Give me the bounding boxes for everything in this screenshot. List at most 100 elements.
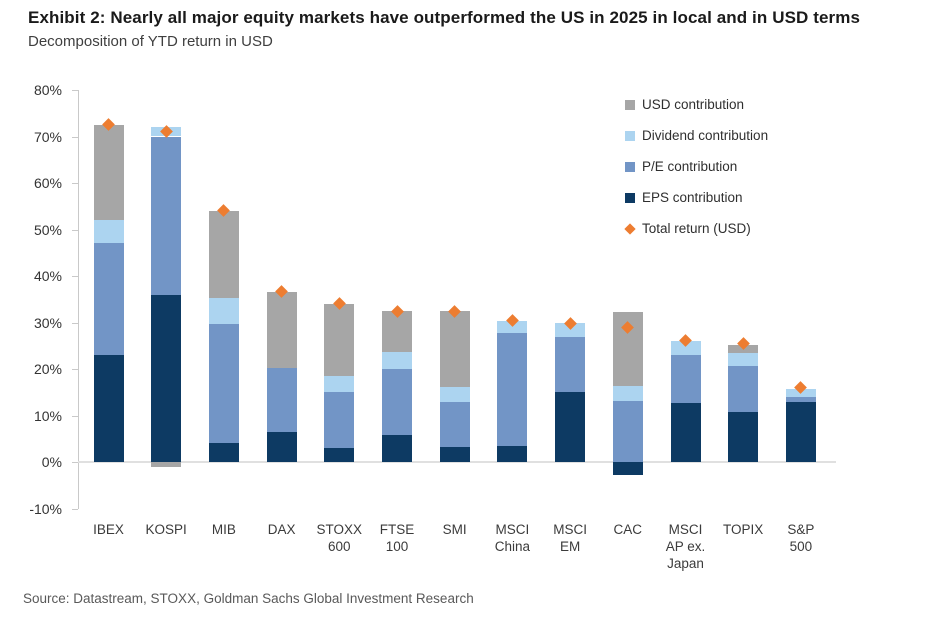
bar-segment-eps-cac	[612, 462, 643, 476]
chart-subtitle: Decomposition of YTD return in USD	[28, 33, 273, 50]
x-axis-label-line: 500	[789, 539, 813, 554]
bar-segment-pe-smi	[439, 402, 470, 447]
bar-segment-eps-kospi	[151, 294, 182, 462]
y-axis-tick-label: 10%	[33, 407, 62, 424]
x-axis-label-s-p-500: S&P 500	[765, 521, 837, 555]
x-axis-label-ibex: IBEX	[73, 521, 145, 538]
y-axis-tick	[72, 462, 78, 463]
legend-square-icon	[625, 161, 635, 172]
bar-segment-eps-msci-em	[555, 392, 586, 462]
y-axis-tick	[72, 229, 78, 231]
legend-square-icon	[625, 130, 635, 141]
bar-segment-eps-ftse-100	[382, 435, 412, 462]
bar-segment-div-msci-em	[555, 323, 586, 338]
x-axis-label-line: FTSE	[379, 522, 415, 537]
bar-segment-usd-ibex	[93, 124, 124, 221]
bar-segment-pe-cac	[612, 400, 643, 462]
x-axis-label-line: MIB	[211, 522, 236, 537]
x-axis-label-stoxx-600: STOXX 600	[303, 521, 375, 555]
x-axis-label-msci-china: MSCI China	[476, 521, 548, 555]
x-axis-label-line: Japan	[667, 556, 704, 571]
x-axis-label-ftse-100: FTSE 100	[361, 521, 433, 555]
bar-segment-eps-stoxx-600	[324, 448, 355, 462]
bar-segment-pe-msci-em	[555, 337, 586, 393]
y-axis-tick-label: 70%	[33, 128, 62, 145]
bar-segment-usd-stoxx-600	[324, 303, 355, 376]
x-axis-label-dax: DAX	[246, 521, 318, 538]
x-axis-label-line: CAC	[613, 522, 643, 537]
bar-segment-usd-mib	[208, 210, 239, 299]
x-axis-label-line: STOXX	[316, 522, 363, 537]
legend-label: Total return (USD)	[642, 221, 751, 236]
bar-segment-div-topix	[728, 353, 759, 367]
bar-segment-eps-msci-ap-ex-japan	[670, 403, 701, 462]
bar-segment-usd-smi	[439, 311, 470, 388]
y-axis-tick-label: 40%	[33, 268, 62, 284]
x-axis-label-cac: CAC	[592, 521, 664, 538]
bar-segment-pe-dax	[266, 367, 297, 432]
y-axis-tick	[72, 90, 78, 91]
x-axis-label-line: SMI	[442, 522, 467, 537]
x-axis-label-line: 100	[385, 539, 409, 554]
x-axis-label-kospi: KOSPI	[130, 521, 202, 538]
y-axis-tick	[72, 508, 78, 510]
bar-segment-pe-stoxx-600	[324, 392, 355, 449]
source-note: Source: Datastream, STOXX, Goldman Sachs…	[23, 591, 474, 606]
bar-segment-pe-kospi	[151, 136, 182, 295]
bar-segment-pe-ftse-100	[382, 369, 412, 436]
bar-segment-div-cac	[612, 385, 643, 401]
x-axis-label-line: MSCI	[668, 522, 703, 537]
exhibit-title: Exhibit 2: Nearly all major equity marke…	[28, 8, 861, 27]
x-axis-label-mib: MIB	[188, 521, 260, 538]
legend-label: EPS contribution	[642, 190, 743, 205]
y-axis-tick-label: -10%	[29, 500, 62, 517]
y-axis-tick-label: 0%	[41, 454, 62, 470]
bar-segment-usd-dax	[266, 292, 297, 368]
bar-segment-eps-topix	[728, 411, 759, 462]
legend-square-icon	[625, 192, 635, 203]
y-axis-tick-label: 50%	[33, 221, 62, 238]
legend-label: Dividend contribution	[642, 128, 769, 143]
bar-segment-pe-s-p-500	[785, 396, 816, 402]
bar-segment-div-ibex	[93, 220, 124, 244]
legend-item-div: Dividend contribution	[625, 120, 768, 151]
x-axis-label-line: AP ex.	[665, 539, 706, 554]
zero-gridline	[78, 461, 836, 463]
legend-item-pe: P/E contribution	[625, 151, 768, 182]
legend-diamond-icon	[624, 222, 636, 235]
y-axis-tick	[72, 322, 78, 324]
bar-segment-eps-s-p-500	[785, 401, 816, 462]
x-axis-label-line: 600	[328, 539, 351, 554]
bar-segment-eps-dax	[266, 431, 297, 462]
y-axis-tick	[72, 415, 78, 417]
x-axis-label-line: China	[494, 539, 531, 554]
bar-segment-eps-mib	[208, 443, 239, 462]
bar-segment-usd-kospi	[151, 462, 182, 467]
chart-legend: USD contribution Dividend contribution P/E…	[624, 89, 768, 244]
x-axis-label-topix: TOPIX	[707, 521, 779, 538]
x-axis-label-line: S&P	[787, 522, 815, 537]
y-axis-tick-label: 20%	[33, 361, 62, 377]
x-axis-label-msci-ap-ex-japan: MSCI AP ex. Japan	[650, 521, 722, 572]
x-axis-label-smi: SMI	[419, 521, 491, 538]
x-axis-label-line: MSCI	[553, 522, 587, 537]
legend-square-icon	[625, 99, 635, 110]
y-axis-tick	[72, 276, 78, 277]
legend-label: USD contribution	[642, 97, 745, 112]
x-axis-label-line: IBEX	[93, 522, 124, 537]
bar-segment-pe-msci-china	[497, 333, 528, 446]
x-axis-label-msci-em: MSCI EM	[534, 521, 606, 555]
y-axis-tick	[72, 183, 78, 184]
y-axis-tick-label: 80%	[33, 82, 62, 98]
y-axis-line	[78, 90, 79, 509]
y-axis-tick	[72, 369, 78, 370]
bar-segment-div-stoxx-600	[324, 375, 355, 393]
x-axis-label-line: DAX	[267, 522, 296, 537]
x-axis-label-line: EM	[559, 539, 581, 554]
bar-segment-eps-ibex	[93, 355, 124, 462]
bar-segment-div-smi	[439, 387, 470, 403]
y-axis-tick-label: 30%	[33, 314, 62, 331]
bar-segment-pe-topix	[728, 366, 759, 412]
